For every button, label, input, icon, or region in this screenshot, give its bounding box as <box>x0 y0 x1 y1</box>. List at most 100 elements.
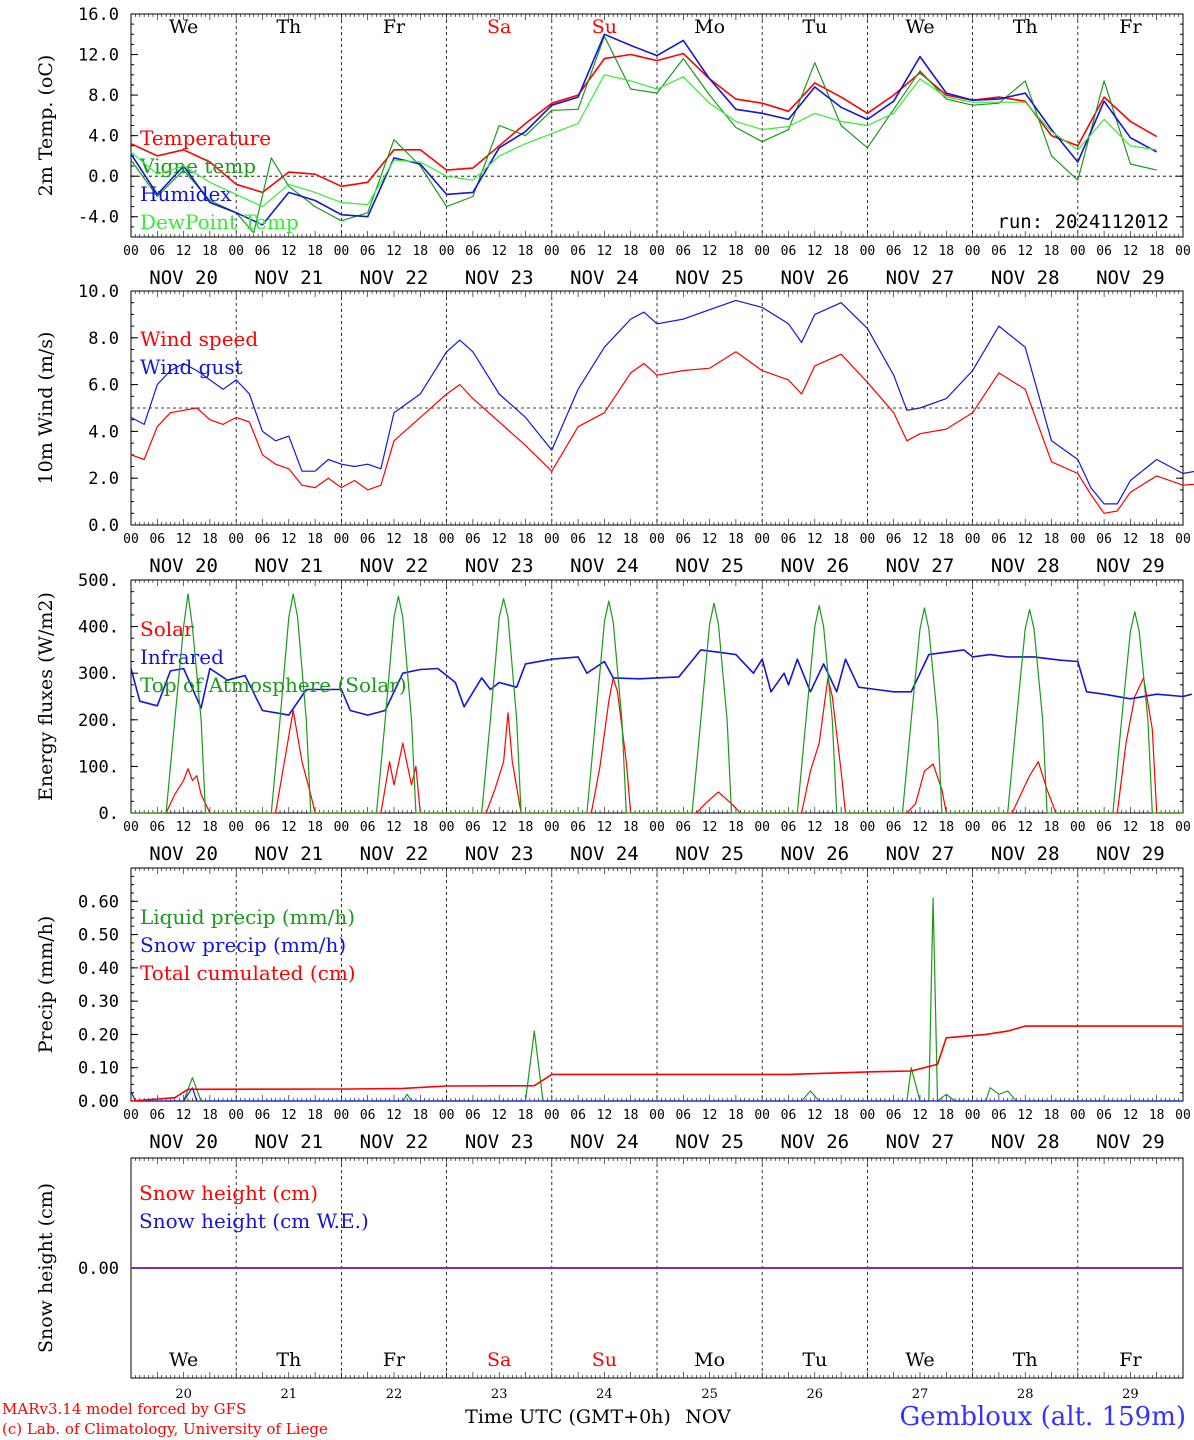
date-label: NOV 20 <box>149 843 218 865</box>
hour-tick-label: 06 <box>360 820 376 835</box>
day-number: 22 <box>386 1387 403 1402</box>
date-label: NOV 21 <box>254 1131 323 1153</box>
date-label: NOV 25 <box>675 267 744 289</box>
hour-tick-label: 00 <box>123 820 139 835</box>
y-tick-label: 2.0 <box>88 469 119 489</box>
hour-tick-label: 18 <box>412 820 428 835</box>
hour-tick-label: 18 <box>518 820 534 835</box>
hour-tick-label: 06 <box>465 1108 481 1123</box>
day-name-bottom: We <box>169 1349 198 1371</box>
hour-tick-label: 18 <box>412 532 428 547</box>
hour-tick-label: 18 <box>833 532 849 547</box>
hour-tick-label: 12 <box>702 820 718 835</box>
series-line-1 <box>130 351 1194 514</box>
hour-tick-label: 06 <box>886 1108 902 1123</box>
hour-tick-label: 06 <box>149 532 165 547</box>
hour-tick-label: 12 <box>281 820 297 835</box>
hour-tick-label: 06 <box>360 244 376 259</box>
date-label: NOV 23 <box>465 555 534 577</box>
hour-tick-label: 18 <box>518 244 534 259</box>
hour-tick-label: 18 <box>412 1108 428 1123</box>
hour-tick-label: 06 <box>781 244 797 259</box>
hour-tick-label: 00 <box>544 244 560 259</box>
hour-tick-label: 00 <box>439 1108 455 1123</box>
panel-frame <box>130 13 1184 238</box>
y-axis-label: Precip (mm/h) <box>35 916 57 1054</box>
hour-tick-label: 18 <box>833 1108 849 1123</box>
hour-tick-label: 00 <box>228 244 244 259</box>
hour-tick-label: 00 <box>439 820 455 835</box>
day-name-top: Mo <box>694 16 725 38</box>
hour-tick-label: 18 <box>623 1108 639 1123</box>
hour-tick-label: 06 <box>781 820 797 835</box>
day-number: 28 <box>1017 1387 1034 1402</box>
date-label: NOV 26 <box>780 1131 849 1153</box>
y-tick-label: 0.60 <box>78 892 119 912</box>
y-tick-label: 0. <box>99 804 119 824</box>
hour-tick-label: 06 <box>465 820 481 835</box>
hour-tick-label: 12 <box>386 532 402 547</box>
date-label: NOV 22 <box>360 267 429 289</box>
hour-tick-label: 06 <box>570 1108 586 1123</box>
day-number: 26 <box>807 1387 824 1402</box>
hour-tick-label: 12 <box>597 532 613 547</box>
hour-tick-label: 18 <box>938 1108 954 1123</box>
series-line-2 <box>130 35 1157 234</box>
series-line-2 <box>130 299 1194 505</box>
hour-tick-label: 06 <box>149 1108 165 1123</box>
hour-tick-label: 18 <box>307 820 323 835</box>
series-line-1 <box>130 52 1158 194</box>
hour-tick-label: 12 <box>386 1108 402 1123</box>
day-name-bottom: Fr <box>383 1349 406 1371</box>
hour-tick-label: 00 <box>544 1108 560 1123</box>
date-label: NOV 23 <box>465 843 534 865</box>
hour-tick-label: 18 <box>202 532 218 547</box>
hour-tick-label: 18 <box>728 820 744 835</box>
legend-entry: Wind gust <box>140 355 243 379</box>
y-tick-label: 100. <box>78 757 119 777</box>
hour-tick-label: 18 <box>518 1108 534 1123</box>
hour-tick-label: 06 <box>149 244 165 259</box>
hour-tick-label: 00 <box>123 532 139 547</box>
date-label: NOV 20 <box>149 1131 218 1153</box>
y-tick-label: 8.0 <box>88 86 119 106</box>
hour-tick-label: 06 <box>675 244 691 259</box>
legend-entry: DewPoint Temp <box>140 210 299 234</box>
hour-tick-label: 00 <box>1175 1108 1191 1123</box>
legend-entry: Wind speed <box>140 327 258 351</box>
credit-line-1: MARv3.14 model forced by GFS <box>2 1400 247 1418</box>
hour-tick-label: 18 <box>307 244 323 259</box>
hour-tick-label: 18 <box>833 820 849 835</box>
hour-tick-label: 06 <box>1096 532 1112 547</box>
hour-tick-label: 18 <box>1149 1108 1165 1123</box>
panel-1: -4.0 0.0 4.0 8.0 12.0 16.0 2m Temp. (oC) Temper… <box>35 5 1191 289</box>
date-label: NOV 22 <box>360 843 429 865</box>
day-name-top: Fr <box>383 16 406 38</box>
day-name-top: Th <box>1013 16 1038 38</box>
hour-tick-label: 12 <box>176 820 192 835</box>
legend-entry: Solar <box>140 617 194 641</box>
hour-tick-label: 00 <box>228 820 244 835</box>
hour-tick-label: 12 <box>386 820 402 835</box>
date-label: NOV 22 <box>360 1131 429 1153</box>
y-tick-label: 0.10 <box>78 1059 119 1079</box>
date-label: NOV 28 <box>991 267 1060 289</box>
hour-tick-label: 06 <box>570 244 586 259</box>
date-label: NOV 25 <box>675 1131 744 1153</box>
hour-tick-label: 00 <box>860 820 876 835</box>
y-tick-label: 4.0 <box>88 127 119 147</box>
hour-tick-label: 12 <box>807 244 823 259</box>
station-name: Gembloux (alt. 159m) <box>899 1402 1186 1432</box>
hour-tick-label: 12 <box>491 244 507 259</box>
day-name-bottom: Fr <box>1119 1349 1142 1371</box>
hour-tick-label: 12 <box>1123 820 1139 835</box>
y-axis-label: 2m Temp. (oC) <box>35 55 57 197</box>
date-label: NOV 26 <box>780 267 849 289</box>
y-tick-label: 300. <box>78 664 119 684</box>
hour-tick-label: 18 <box>623 244 639 259</box>
date-label: NOV 20 <box>149 555 218 577</box>
hour-tick-label: 18 <box>728 244 744 259</box>
hour-tick-label: 00 <box>649 1108 665 1123</box>
date-label: NOV 28 <box>991 843 1060 865</box>
y-tick-label: -4.0 <box>78 208 119 228</box>
